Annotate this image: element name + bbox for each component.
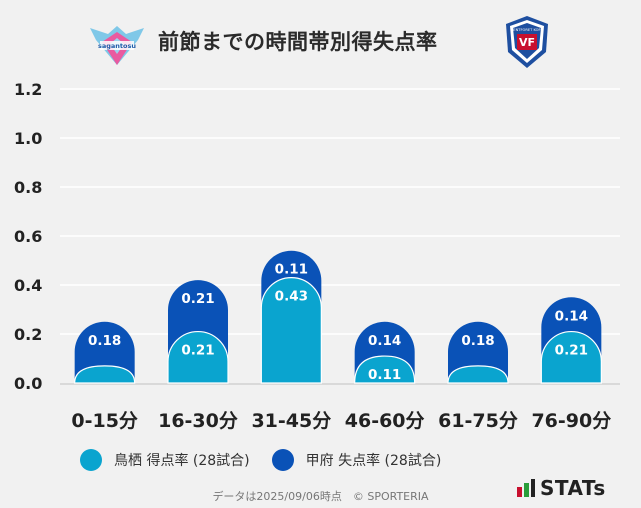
sagan-tosu-logo: sagantosu — [90, 26, 144, 65]
ventforet-kofu-logo: VF VENTFORET KOFU — [506, 16, 548, 68]
bar-home-4 — [447, 365, 509, 384]
bar-label-home-3: 0.11 — [368, 367, 401, 383]
bar-label-away-3: 0.14 — [368, 333, 401, 349]
bar-label-away-4: 0.18 — [461, 333, 494, 349]
legend-item-away[interactable]: 甲府 失点率 (28試合) — [271, 449, 442, 471]
bar-label-away-1: 0.21 — [181, 291, 214, 307]
x-tick-label: 16-30分 — [158, 410, 238, 432]
svg-text:VF: VF — [519, 36, 535, 49]
bar-label-away-2: 0.11 — [275, 262, 308, 278]
bar-chart: 0.00.20.40.60.81.01.2 0.180.210.21 0.430.… — [14, 80, 620, 432]
bar-value-labels: 0.18 0.21 0.21 0.43 0.11 0.11 0.14 0.18 0.21 0.14 — [88, 262, 588, 383]
stats-brand: STATs — [516, 476, 606, 500]
bar-label-home-1: 0.21 — [181, 343, 214, 359]
legend-item-home[interactable]: 鳥栖 得点率 (28試合) — [80, 449, 250, 471]
x-axis-ticks: 0-15分 16-30分 31-45分 46-60分 61-75分 76-90分 — [71, 410, 611, 432]
legend: 鳥栖 得点率 (28試合) 甲府 失点率 (28試合) — [80, 449, 463, 471]
legend-swatch-home — [80, 449, 102, 471]
y-tick-label: 0.0 — [14, 374, 42, 393]
bar-home-0 — [74, 365, 136, 384]
sagan-tosu-logo-text: sagantosu — [98, 42, 136, 50]
y-tick-label: 0.2 — [14, 325, 42, 344]
x-tick-label: 31-45分 — [251, 410, 331, 432]
bar-label-away-0: 0.18 — [88, 333, 121, 349]
y-tick-label: 1.0 — [14, 129, 42, 148]
bar-home-5 — [540, 331, 602, 384]
bar-label-home-2: 0.43 — [275, 289, 308, 305]
chart-header: sagantosu 前節までの時間帯別得失点率 VF VENTFORET KOF… — [0, 0, 641, 82]
stats-logo-icon — [517, 479, 535, 497]
x-tick-label: 76-90分 — [531, 410, 611, 432]
y-tick-label: 0.6 — [14, 227, 42, 246]
legend-label-home: 鳥栖 得点率 (28試合) — [114, 453, 250, 469]
page-title: 前節までの時間帯別得失点率 — [158, 30, 438, 54]
bar-home-3 — [354, 355, 416, 384]
y-tick-label: 0.4 — [14, 276, 42, 295]
legend-label-away: 甲府 失点率 (28試合) — [305, 453, 442, 469]
x-tick-label: 61-75分 — [438, 410, 518, 432]
data-source-note: データは2025/09/06時点 © SPORTERIA — [212, 490, 429, 503]
x-tick-label: 46-60分 — [345, 410, 425, 432]
grid-lines — [60, 88, 620, 385]
bar-home-1 — [167, 331, 229, 384]
ventforet-kofu-logo-text: VENTFORET KOFU — [511, 28, 544, 32]
y-tick-label: 0.8 — [14, 178, 42, 197]
bar-home-2 — [260, 277, 322, 384]
stats-brand-text: STATs — [540, 476, 606, 500]
bar-label-home-5: 0.21 — [555, 343, 588, 359]
bar-label-away-5: 0.14 — [555, 308, 588, 324]
y-tick-label: 1.2 — [14, 80, 42, 99]
y-axis-ticks: 0.0 0.2 0.4 0.6 0.8 1.0 1.2 — [14, 80, 42, 393]
bars — [74, 250, 602, 384]
legend-swatch-away — [271, 449, 294, 471]
x-tick-label: 0-15分 — [71, 410, 138, 432]
